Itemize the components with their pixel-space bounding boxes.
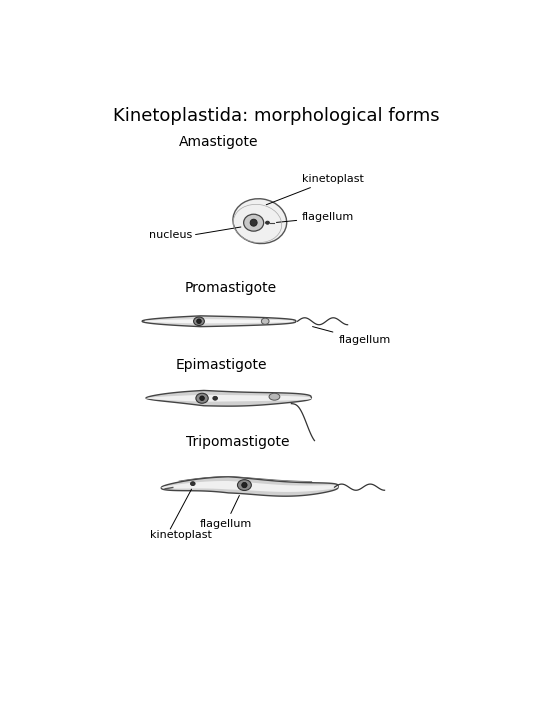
Polygon shape [146, 390, 312, 406]
Ellipse shape [197, 319, 201, 323]
Text: Kinetoplastida: morphological forms: Kinetoplastida: morphological forms [113, 107, 440, 125]
Polygon shape [142, 316, 296, 327]
Ellipse shape [244, 215, 264, 231]
Polygon shape [161, 477, 339, 496]
Text: Promastigote: Promastigote [185, 281, 276, 295]
Polygon shape [146, 395, 312, 402]
Text: Tripomastigote: Tripomastigote [186, 435, 290, 449]
Ellipse shape [233, 199, 287, 243]
Ellipse shape [191, 482, 195, 485]
Ellipse shape [194, 317, 204, 325]
Text: kinetoplast: kinetoplast [150, 529, 212, 539]
Text: Amastigote: Amastigote [179, 135, 259, 149]
Text: nucleus: nucleus [149, 230, 192, 240]
Text: flagellum: flagellum [276, 212, 354, 222]
Text: flagellum: flagellum [200, 495, 252, 528]
Ellipse shape [200, 396, 204, 400]
Ellipse shape [213, 396, 218, 400]
Text: flagellum: flagellum [313, 327, 390, 346]
Text: kinetoplast: kinetoplast [266, 174, 364, 204]
Ellipse shape [196, 393, 208, 403]
Ellipse shape [269, 393, 280, 400]
Polygon shape [145, 319, 293, 323]
Ellipse shape [261, 318, 269, 324]
Ellipse shape [266, 221, 269, 224]
Text: Epimastigote: Epimastigote [176, 358, 267, 372]
Ellipse shape [238, 480, 251, 490]
Ellipse shape [242, 482, 247, 487]
Polygon shape [161, 481, 339, 492]
Ellipse shape [250, 219, 257, 226]
